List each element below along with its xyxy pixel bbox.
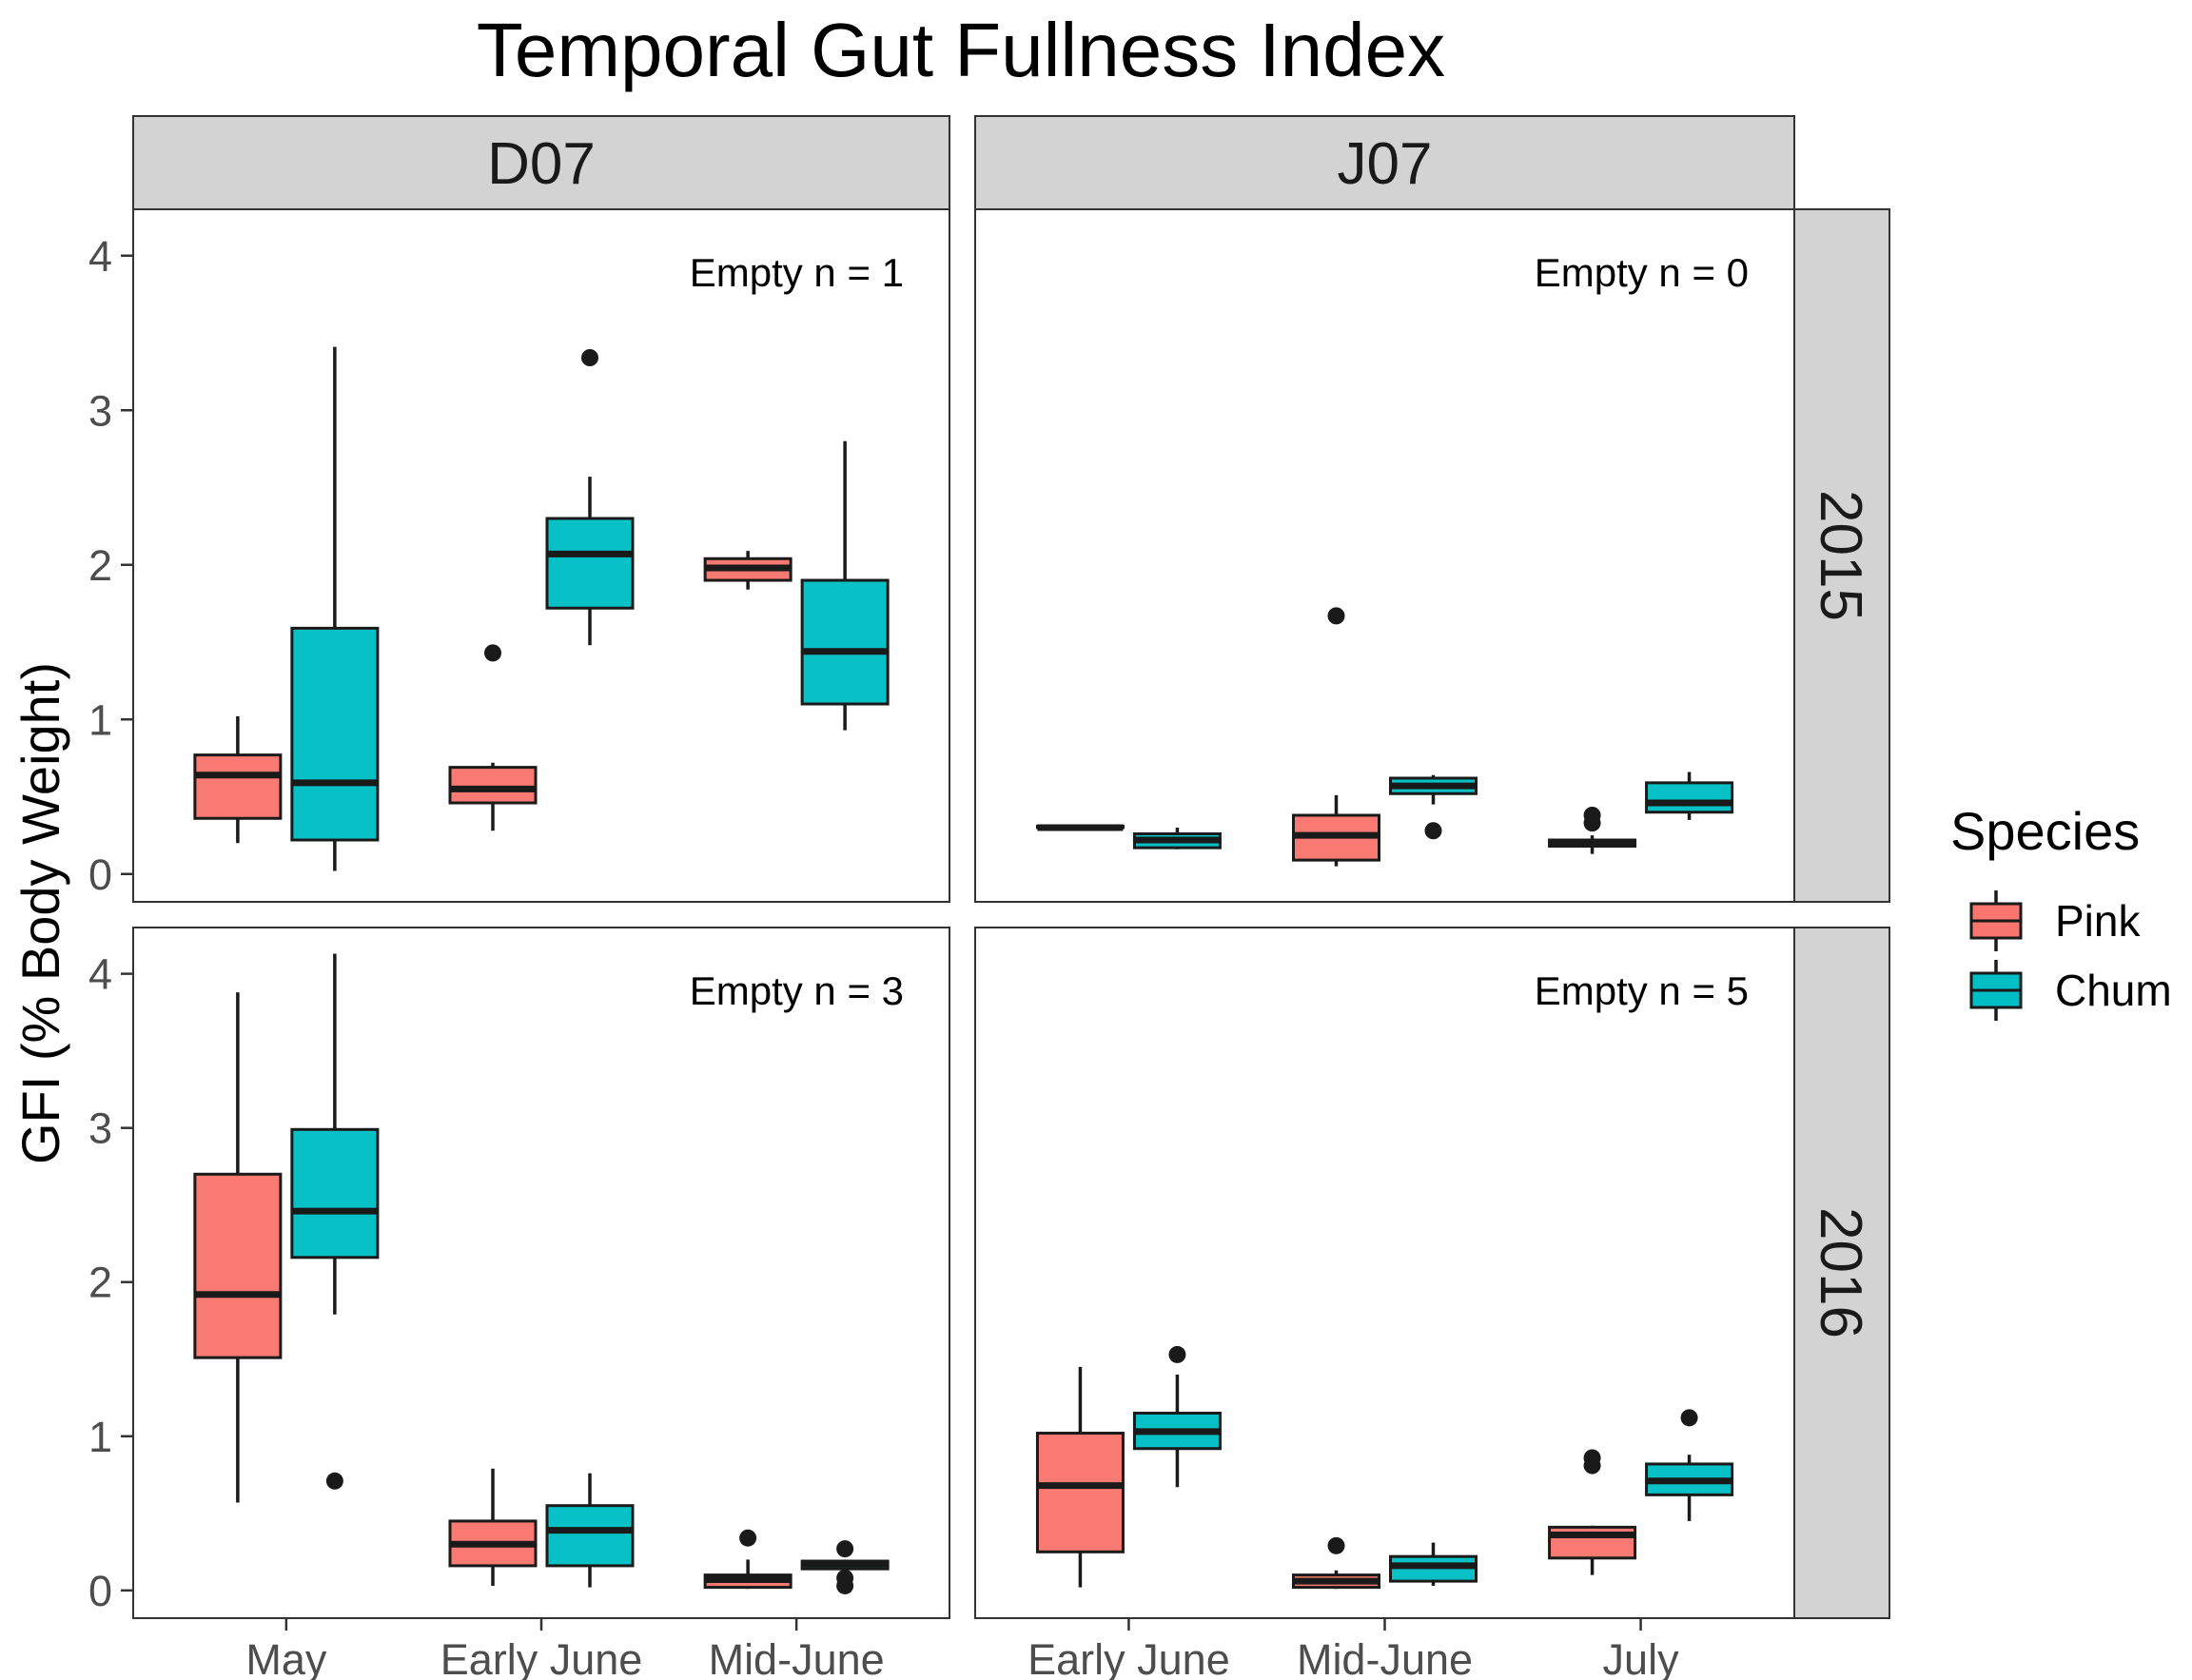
box-pink [193,992,283,1503]
y-tick-label: 4 [88,232,112,281]
column-strip-label: J07 [1338,131,1433,197]
legend-title: Species [1950,801,2140,861]
outlier-point [1583,1449,1601,1467]
column-strip-j07 [974,115,1795,210]
panel-d07-2016: Empty n = 3 0 1 2 3 4 May Early June Mid-June [88,927,950,1680]
y-tick-label: 3 [88,386,112,435]
panel-j07-2015: Empty n = 0 [974,208,1795,903]
panel-d07-2015: Empty n = 1 0 1 2 3 4 [88,208,950,903]
y-tick-label: 2 [88,541,112,590]
box-iqr [800,578,890,706]
legend-key-chum [1969,960,2023,1021]
empty-count-annotation: Empty n = 3 [690,968,904,1013]
y-tick-label: 4 [88,950,112,999]
y-tick-label: 0 [88,1567,112,1615]
box-iqr [448,766,538,805]
outlier-point [1168,1345,1186,1363]
outlier-point [836,1540,854,1558]
outlier-point [484,644,501,662]
legend-key-pink [1969,890,2023,951]
x-tick-label: Early June [440,1635,643,1680]
box-pink [1548,807,1637,854]
y-tick-label: 1 [88,1413,112,1461]
box-pink [448,644,538,831]
outlier-point [325,1472,343,1490]
column-strip-d07 [132,115,950,210]
row-strip-label: 2016 [1808,1207,1873,1338]
facet-strips: D07 J07 2015 2016 [132,115,1890,1619]
column-strip-label: D07 [487,131,596,197]
legend: Species Pink Chum [1950,801,2172,1021]
box-chum [800,1540,890,1594]
outlier-point [1327,1536,1345,1554]
box-iqr [290,1127,380,1260]
x-tick-label: July [1603,1635,1680,1680]
y-tick-label: 3 [88,1104,112,1153]
box-chum [1389,774,1478,840]
box-iqr [193,753,283,820]
empty-count-annotation: Empty n = 1 [690,250,904,295]
box-chum [800,440,890,731]
box-iqr [545,1504,635,1568]
box-chum [290,953,380,1490]
box-pink [1548,1449,1637,1575]
box-chum [1645,772,1734,820]
x-tick-label: Mid-June [709,1635,885,1680]
y-tick-label: 1 [88,695,112,744]
outlier-point [739,1529,757,1547]
row-strip-2016 [1793,927,1890,1619]
box-chum [1132,828,1222,850]
legend-label: Chum [2055,966,2172,1015]
x-tick-label: Early June [1028,1635,1230,1680]
empty-count-annotation: Empty n = 5 [1535,968,1749,1013]
facet-panels: Empty n = 1 0 1 2 3 4 Empty n = 0 Empty n = 3 0 1… [88,208,1795,1680]
outlier-point [1680,1409,1698,1427]
row-strip-2015 [1793,208,1890,903]
box-chum [545,1473,635,1588]
box-pink [193,716,283,844]
outlier-point [1424,822,1442,840]
box-chum [290,346,380,871]
box-pink [1292,607,1380,867]
box-iqr [1035,1432,1125,1553]
row-strip-label: 2015 [1808,490,1873,621]
box-pink [1035,1366,1125,1588]
box-iqr [1645,781,1734,814]
box-pink [1035,824,1125,831]
box-pink [703,551,793,590]
outlier-point [581,349,598,366]
box-chum [1132,1345,1222,1488]
y-tick-label: 0 [88,850,112,899]
outlier-point [1583,807,1601,824]
x-tick-label: May [245,1635,327,1680]
outlier-point [1327,607,1345,625]
box-iqr [290,626,380,842]
x-tick-label: Mid-June [1297,1635,1473,1680]
box-pink [703,1529,793,1590]
chart-title: Temporal Gut Fullness Index [477,8,1445,92]
panel-j07-2016: Empty n = 5 Early June Mid-June July [974,927,1795,1680]
legend-label: Pink [2055,896,2141,946]
box-pink [1292,1536,1380,1590]
empty-count-annotation: Empty n = 0 [1535,250,1749,295]
y-tick-label: 2 [88,1259,112,1307]
outlier-point [836,1569,854,1587]
box-chum [1645,1409,1734,1521]
box-pink [448,1468,538,1586]
box-chum [545,349,635,646]
y-axis-title: GFI (% Body Weight) [10,662,70,1164]
box-chum [1389,1542,1478,1586]
box-iqr [545,517,635,610]
box-iqr [193,1172,283,1359]
